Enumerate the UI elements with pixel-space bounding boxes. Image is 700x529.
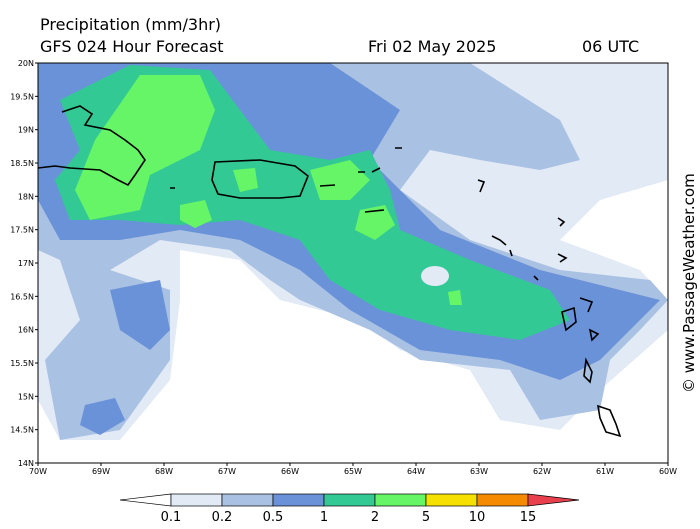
lat-label: 18N (18, 192, 34, 201)
lat-label: 15.5N (10, 359, 34, 368)
lon-label: 61W (596, 467, 614, 476)
lat-label: 19N (18, 126, 34, 135)
lon-label: 62W (533, 467, 551, 476)
colorbar-label: 10 (469, 510, 486, 525)
precip-field (38, 63, 668, 440)
colorbar-label: 15 (520, 510, 537, 525)
watermark: © www.PassageWeather.com (680, 173, 698, 393)
lat-label: 14.5N (10, 426, 34, 435)
colorbar-cell (221, 493, 274, 507)
lat-label: 18.5N (10, 159, 34, 168)
colorbar-label: 0.5 (263, 510, 284, 525)
colorbar-label: 0.1 (161, 510, 182, 525)
lon-label: 70W (29, 467, 47, 476)
lon-label: 67W (218, 467, 236, 476)
colorbar-cell (272, 493, 325, 507)
colorbar-label: 5 (422, 510, 430, 525)
colorbar-label: 1 (320, 510, 328, 525)
lon-label: 66W (281, 467, 299, 476)
lat-label: 16.5N (10, 292, 34, 301)
lon-label: 60W (659, 467, 677, 476)
date: Fri 02 May 2025 (368, 37, 496, 56)
lon-label: 68W (155, 467, 173, 476)
lat-label: 20N (18, 59, 34, 68)
colorbar-cell (425, 493, 478, 507)
colorbar-cell (323, 493, 376, 507)
lat-label: 14N (18, 459, 34, 468)
coastlines (37, 105, 622, 438)
lat-label: 16N (18, 326, 34, 335)
colorbar-cell (476, 493, 529, 507)
lat-label: 17N (18, 259, 34, 268)
lat-label: 17.5N (10, 226, 34, 235)
lon-label: 63W (470, 467, 488, 476)
colorbar-cell (119, 493, 172, 507)
colorbar-label: 0.2 (212, 510, 233, 525)
lat-label: 19.5N (10, 92, 34, 101)
lat-label: 15N (18, 392, 34, 401)
lon-label: 69W (92, 467, 110, 476)
model: GFS 024 Hour Forecast (40, 37, 224, 56)
colorbar-cell (170, 493, 223, 507)
colorbar-label: 2 (371, 510, 379, 525)
time: 06 UTC (582, 37, 639, 56)
title: Precipitation (mm/3hr) (40, 15, 221, 34)
colorbar-cell (527, 493, 580, 507)
colorbar-cell (374, 493, 427, 507)
lon-label: 65W (344, 467, 362, 476)
lon-label: 64W (407, 467, 425, 476)
